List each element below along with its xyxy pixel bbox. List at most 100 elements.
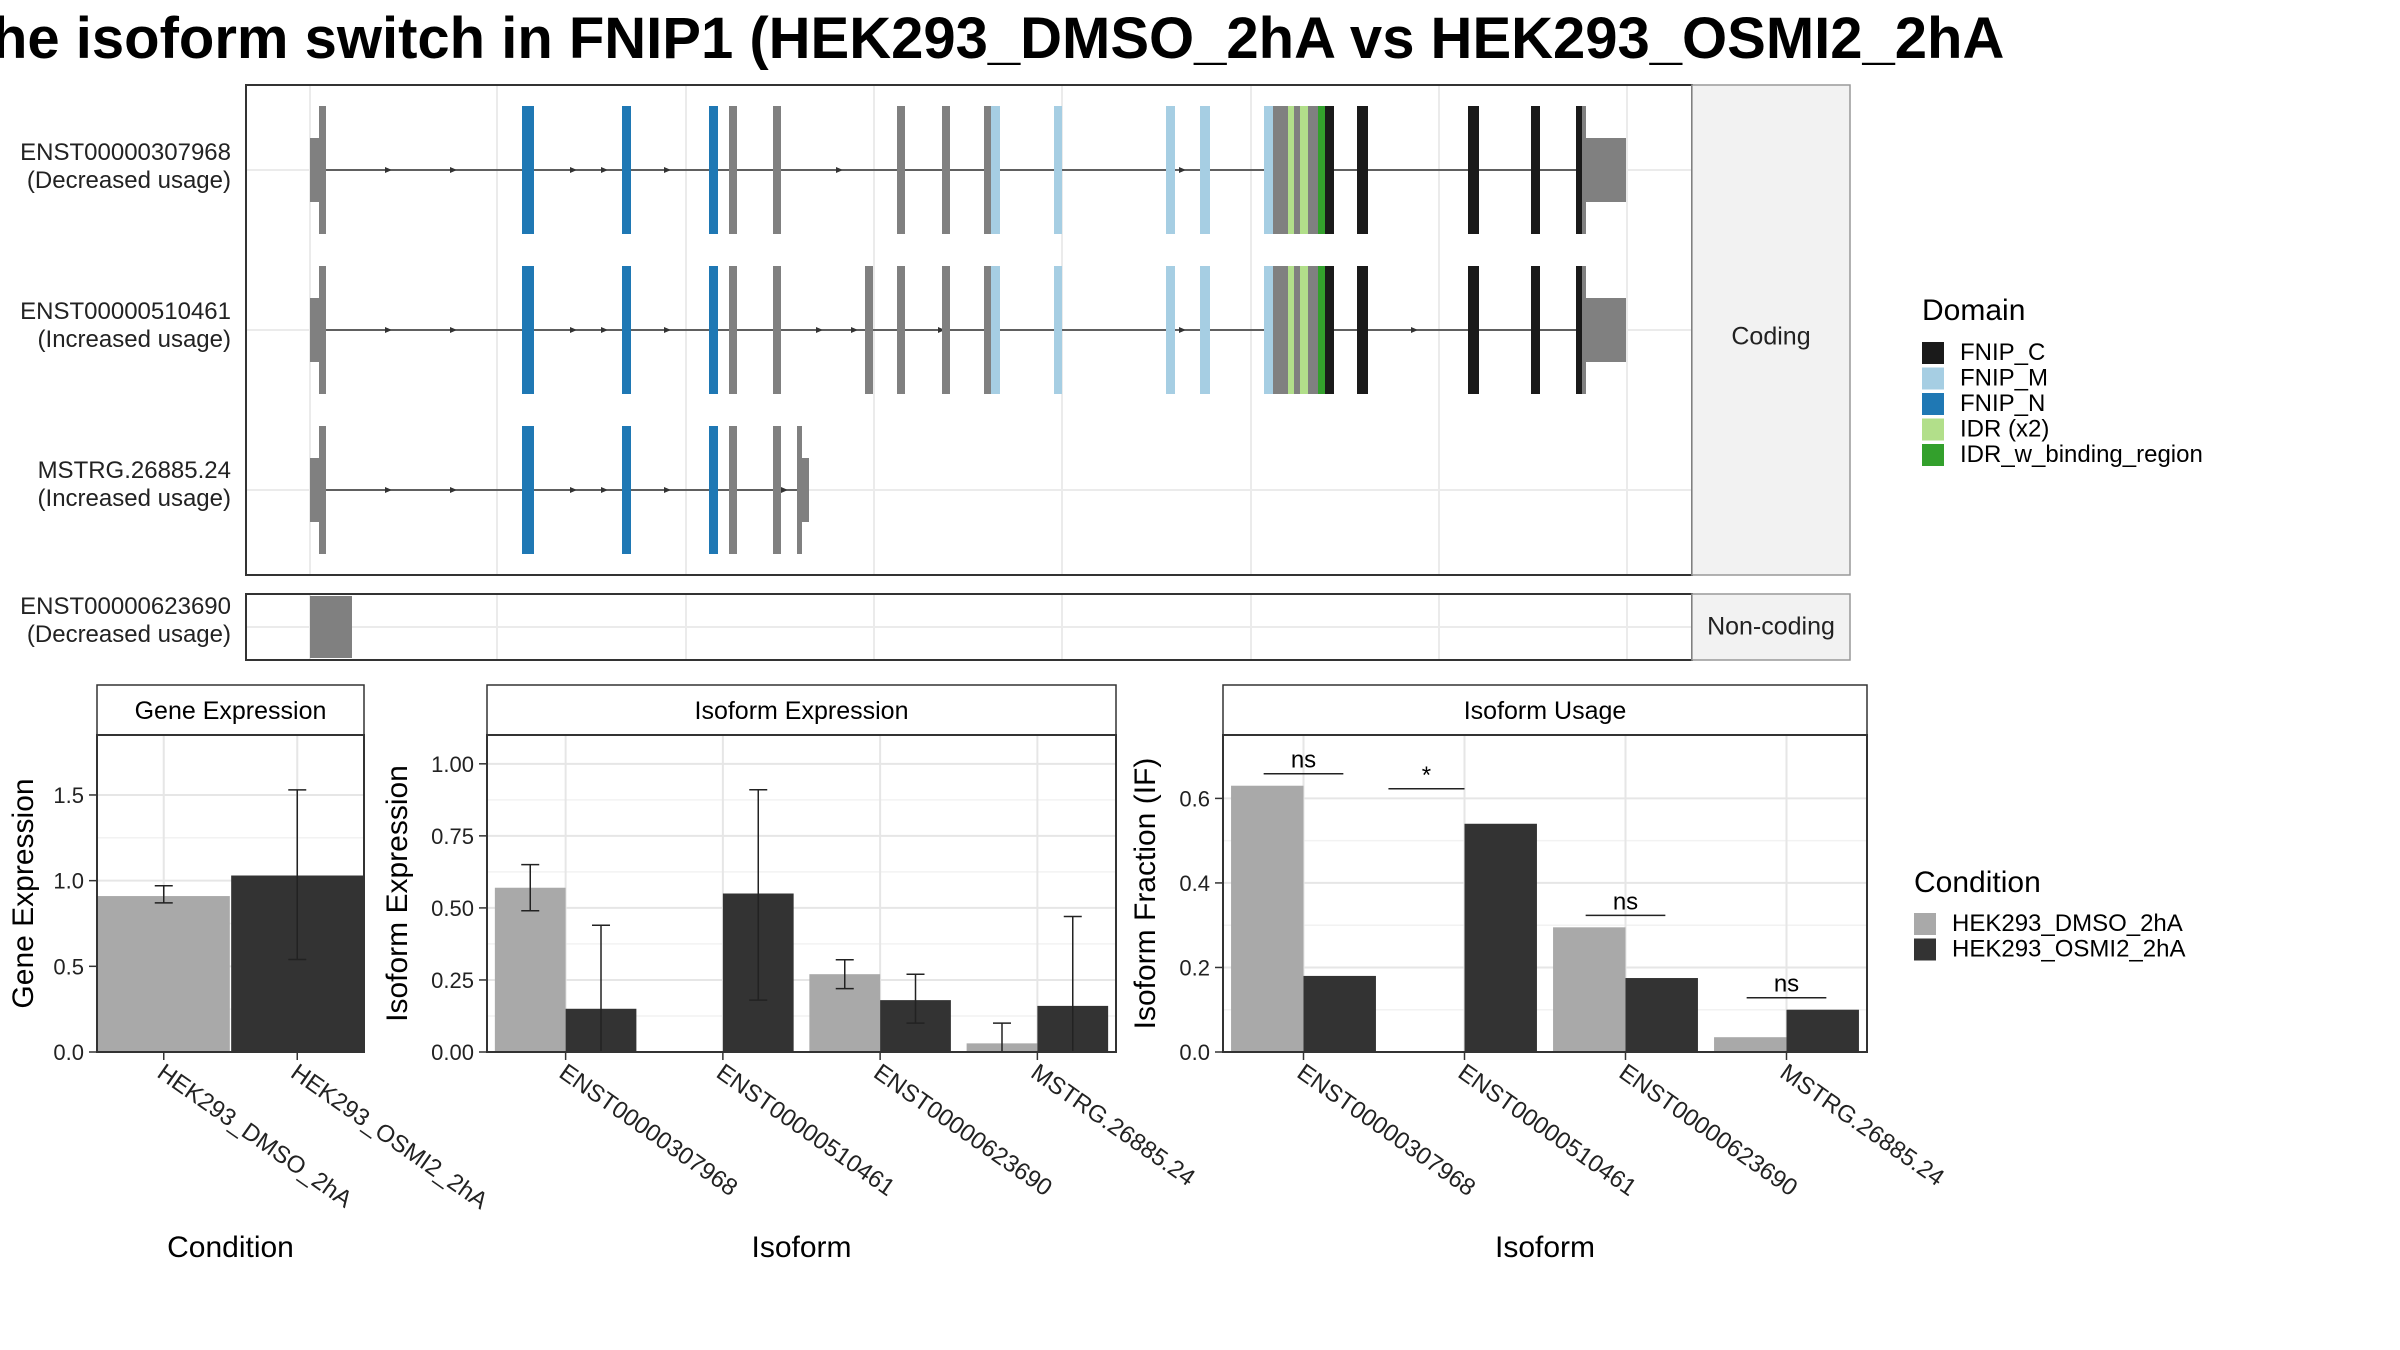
exon: [1582, 106, 1586, 234]
exon: [709, 266, 718, 394]
exon: [1468, 106, 1479, 234]
exon: [897, 106, 905, 234]
exon: [1294, 106, 1300, 234]
domain-legend-swatch: [1922, 444, 1944, 466]
bar: [1464, 823, 1537, 1052]
exon: [897, 266, 905, 394]
exon: [319, 106, 326, 234]
panel-background: [487, 735, 1116, 1052]
intron-arrow: [836, 167, 843, 173]
exon: [319, 426, 326, 554]
exon: [1273, 266, 1288, 394]
exon: [865, 266, 873, 394]
panel-strip: [96, 684, 365, 736]
exon: [1200, 106, 1210, 234]
exon: [1300, 266, 1308, 394]
x-tick-label: MSTRG.26885.24: [1026, 1059, 1200, 1192]
panel-title: Isoform Expression: [695, 697, 909, 725]
exon: [526, 106, 534, 234]
exon: [1294, 266, 1300, 394]
exon: [1576, 106, 1582, 234]
bar: [1714, 1037, 1787, 1052]
significance-label: *: [1422, 762, 1431, 789]
exon: [729, 106, 737, 234]
exon: [797, 426, 802, 554]
coding-strip-label: Coding: [1731, 323, 1810, 351]
condition-legend-swatch: [1914, 913, 1936, 935]
intron-arrow: [601, 487, 608, 493]
intron-arrow: [385, 327, 392, 333]
y-tick-label: 0.0: [1179, 1040, 1210, 1065]
exon: [1054, 106, 1062, 234]
exon: [709, 106, 718, 234]
transcript-label: MSTRG.26885.24: [38, 457, 231, 484]
exon: [310, 298, 320, 362]
exon: [729, 426, 737, 554]
domain-legend-label: FNIP_N: [1960, 390, 2045, 417]
y-tick-label: 1.0: [53, 869, 84, 894]
exon: [942, 106, 950, 234]
exon: [1273, 106, 1288, 234]
exon: [802, 458, 809, 522]
exon: [1308, 266, 1318, 394]
panel-title: Gene Expression: [135, 697, 327, 725]
bar: [1303, 975, 1376, 1052]
x-tick-label: ENST00000307968: [1292, 1059, 1480, 1202]
exon: [526, 426, 534, 554]
exon: [310, 138, 320, 202]
exon: [622, 106, 631, 234]
intron-arrow: [664, 167, 671, 173]
x-tick-label: ENST00000623690: [1614, 1059, 1802, 1202]
bar: [1231, 785, 1304, 1052]
transcript-usage-label: (Decreased usage): [27, 167, 231, 194]
exon: [1288, 266, 1294, 394]
transcript-label: ENST00000307968: [20, 139, 231, 166]
condition-legend-label: HEK293_DMSO_2hA: [1952, 910, 2183, 937]
exon: [1264, 266, 1273, 394]
y-tick-label: 1.00: [431, 752, 474, 777]
x-axis-title: Isoform: [1495, 1231, 1595, 1264]
exon: [522, 266, 526, 394]
domain-legend-swatch: [1922, 418, 1944, 441]
figure-title: he isoform switch in FNIP1 (HEK293_DMSO_…: [0, 6, 2004, 71]
exon: [1054, 266, 1062, 394]
panel-strip: [486, 684, 1117, 736]
intron-arrow: [450, 167, 457, 173]
exon: [1357, 106, 1368, 234]
coding-strip: [1691, 84, 1851, 576]
intron-arrow: [570, 167, 577, 173]
exon: [1357, 266, 1368, 394]
exon: [1531, 266, 1540, 394]
domain-legend-label: FNIP_M: [1960, 365, 2048, 392]
intron-arrow: [1179, 167, 1186, 173]
y-axis-title: Isoform Fraction (IF): [1129, 758, 1162, 1030]
significance-label: ns: [1291, 747, 1316, 774]
x-tick-label: ENST00000510461: [1453, 1059, 1641, 1202]
y-tick-label: 0.5: [53, 954, 84, 979]
intron-arrow: [450, 327, 457, 333]
bar: [97, 896, 230, 1052]
exon: [1325, 106, 1334, 234]
exon: [1166, 106, 1175, 234]
intron-arrow: [570, 487, 577, 493]
y-axis-title: Isoform Expression: [381, 765, 414, 1022]
exon: [773, 106, 781, 234]
exon: [729, 266, 737, 394]
y-tick-label: 0.6: [1179, 786, 1210, 811]
x-axis-title: Isoform: [751, 1231, 851, 1264]
transcript-label: ENST00000510461: [20, 298, 231, 325]
intron-arrow: [601, 167, 608, 173]
y-tick-label: 0.2: [1179, 955, 1210, 980]
exon: [942, 266, 950, 394]
panel-border: [1222, 734, 1868, 1053]
panel-border: [486, 734, 1117, 1053]
panel-border: [96, 734, 365, 1053]
domain-legend-label: IDR_w_binding_region: [1960, 441, 2203, 468]
exon: [1318, 266, 1325, 394]
intron-arrow: [385, 167, 392, 173]
exon: [1200, 266, 1210, 394]
y-tick-label: 0.0: [53, 1040, 84, 1065]
intron-arrow: [1411, 327, 1418, 333]
transcript-usage-label: (Decreased usage): [27, 621, 231, 648]
